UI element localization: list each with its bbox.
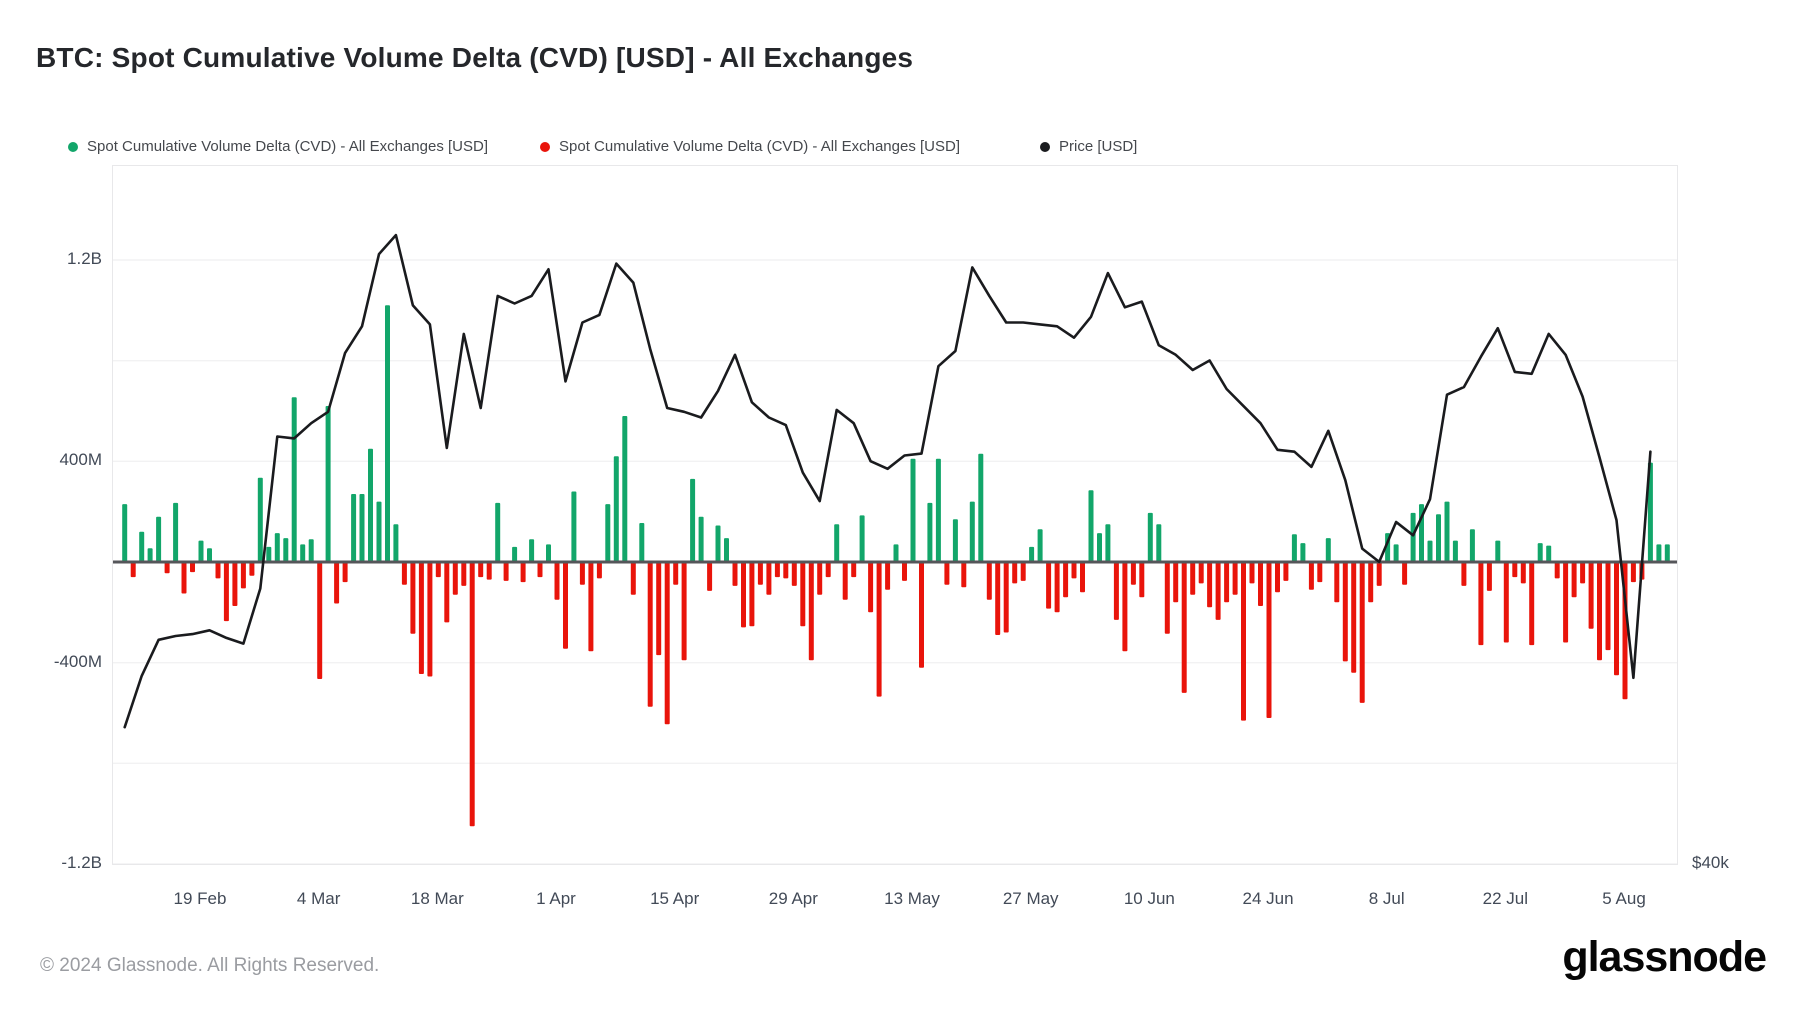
x-axis-tick: 22 Jul — [1482, 889, 1529, 908]
x-axis-tick: 10 Jun — [1123, 889, 1175, 908]
x-axis-tick: 1 Apr — [536, 889, 576, 908]
cvd-bars — [122, 305, 1670, 827]
page-title: BTC: Spot Cumulative Volume Delta (CVD) … — [36, 42, 914, 73]
y-axis-tick: 400M — [59, 450, 102, 470]
legend-black-dot-icon — [1040, 141, 1050, 152]
legend-item-cvd-red[interactable]: Spot Cumulative Volume Delta (CVD) - All… — [540, 138, 960, 155]
y-axis-tick: -1.2B — [61, 853, 102, 872]
legend-label-cvd-green: Spot Cumulative Volume Delta (CVD) - All… — [87, 138, 488, 155]
legend-label-cvd-red: Spot Cumulative Volume Delta (CVD) - All… — [559, 138, 960, 155]
legend-item-price[interactable]: Price [USD] — [1040, 138, 1137, 155]
chart-plot-area[interactable] — [112, 165, 1678, 865]
x-axis-tick: 18 Mar — [410, 889, 464, 908]
x-axis-tick: 5 Aug — [1602, 889, 1646, 908]
x-axis-tick: 24 Jun — [1242, 889, 1294, 908]
x-axis-tick: 29 Apr — [768, 889, 818, 908]
cvd-price-chart-canvas[interactable] — [113, 166, 1677, 864]
glassnode-logo: glassnode — [1562, 933, 1767, 981]
chart-legend: Spot Cumulative Volume Delta (CVD) - All… — [0, 138, 1800, 160]
copyright-text: © 2024 Glassnode. All Rights Reserved. — [40, 955, 380, 976]
x-axis-tick: 27 May — [1002, 889, 1059, 908]
legend-green-dot-icon — [68, 141, 78, 152]
legend-item-cvd-green[interactable]: Spot Cumulative Volume Delta (CVD) - All… — [68, 138, 488, 155]
price-line — [123, 233, 1652, 729]
legend-label-price: Price [USD] — [1059, 138, 1138, 155]
y-axis-tick: -400M — [53, 651, 102, 671]
x-axis-tick: 13 May — [884, 889, 940, 908]
x-axis-tick: 19 Feb — [173, 889, 227, 908]
price-axis-tick: $40k — [1692, 853, 1729, 872]
x-axis-tick: 15 Apr — [650, 889, 700, 908]
legend-red-dot-icon — [540, 141, 550, 152]
y-axis-tick: 1.2B — [67, 248, 102, 268]
x-axis-tick: 8 Jul — [1368, 889, 1405, 908]
x-axis-tick: 4 Mar — [296, 889, 341, 908]
